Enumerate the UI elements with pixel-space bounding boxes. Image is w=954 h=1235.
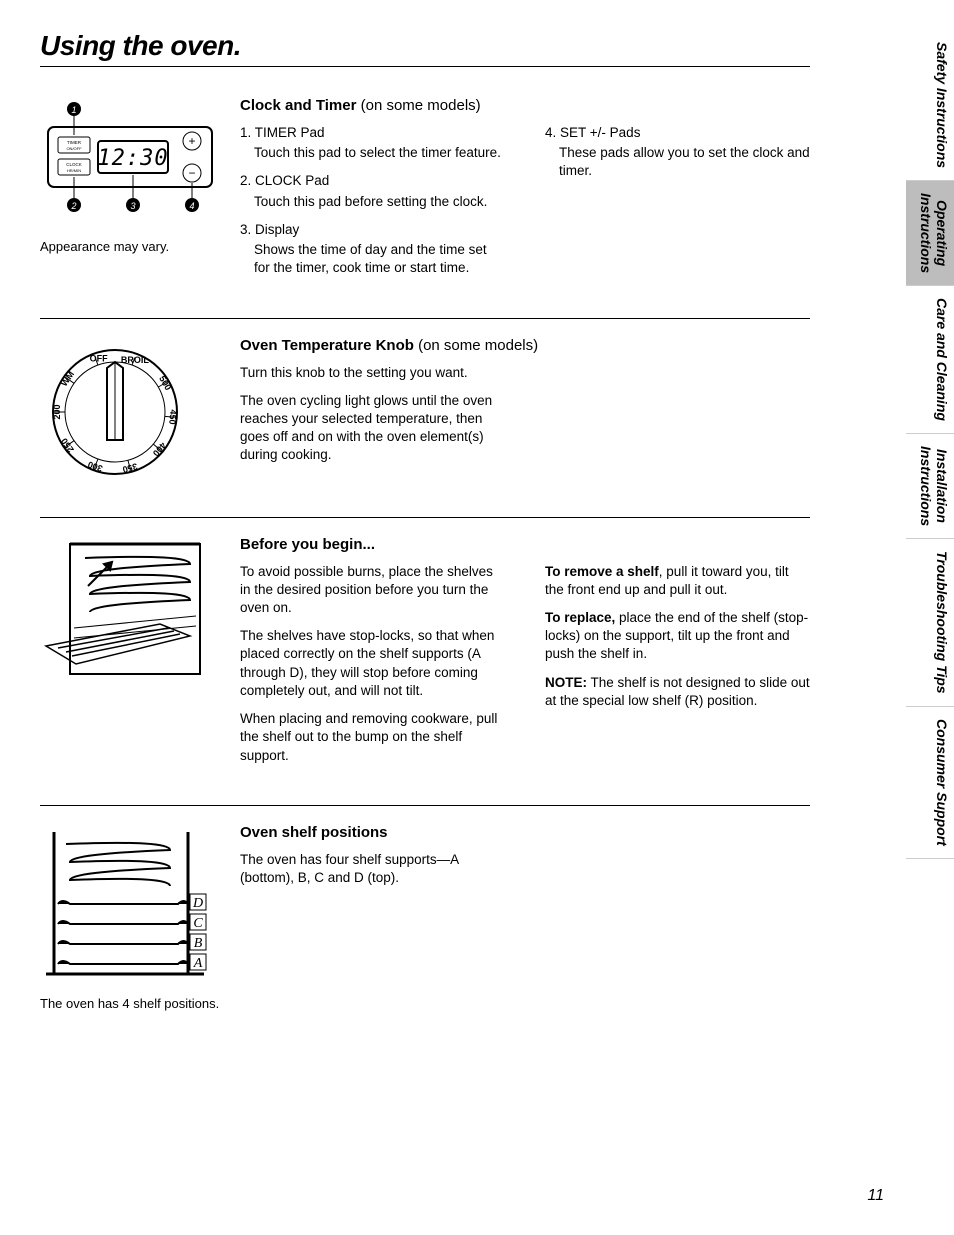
- svg-text:3: 3: [130, 201, 135, 211]
- section-shelf-positions: D C B A The oven has 4 shelf positions. …: [40, 824, 810, 1041]
- before-heading: Before you begin...: [240, 536, 810, 553]
- knob-p1: Turn this knob to the setting you want.: [240, 364, 505, 382]
- svg-text:D: D: [192, 896, 203, 911]
- section-clock-timer: TIMER ON/OFF CLOCK HR/MIN 12:30 + − 1 2 …: [40, 97, 810, 319]
- clock-panel-illustration: TIMER ON/OFF CLOCK HR/MIN 12:30 + − 1 2 …: [40, 97, 220, 227]
- before-right-col: To remove a shelf, pull it toward you, t…: [545, 563, 810, 775]
- shelf-insert-illustration: [40, 536, 210, 686]
- clock-items-left: 1. TIMER PadTouch this pad to select the…: [240, 124, 505, 278]
- clock-items-right: 4. SET +/- PadsThese pads allow you to s…: [545, 124, 810, 181]
- svg-text:ON/OFF: ON/OFF: [66, 146, 82, 151]
- side-tabs: Safety Instructions Operating Instructio…: [906, 30, 954, 859]
- svg-text:HR/MIN: HR/MIN: [67, 168, 81, 173]
- positions-heading: Oven shelf positions: [240, 824, 810, 841]
- shelf-positions-illustration: D C B A: [40, 824, 210, 984]
- svg-text:2: 2: [70, 201, 76, 211]
- svg-text:4: 4: [189, 201, 194, 211]
- svg-text:1: 1: [71, 105, 76, 115]
- temperature-knob-illustration: OFF BROIL 500 450 400 350 300 250 200 WM: [40, 337, 190, 487]
- svg-text:12:30: 12:30: [97, 146, 168, 171]
- svg-text:B: B: [194, 936, 203, 951]
- positions-p1: The oven has four shelf supports—A (bott…: [240, 851, 505, 887]
- tab-care[interactable]: Care and Cleaning: [906, 286, 954, 434]
- tab-consumer[interactable]: Consumer Support: [906, 707, 954, 859]
- svg-text:TIMER: TIMER: [67, 140, 82, 145]
- tab-troubleshooting[interactable]: Troubleshooting Tips: [906, 539, 954, 707]
- svg-text:CLOCK: CLOCK: [66, 162, 82, 167]
- section-before-begin: Before you begin... To avoid possible bu…: [40, 536, 810, 806]
- svg-text:+: +: [188, 134, 195, 148]
- svg-text:BROIL: BROIL: [121, 354, 150, 364]
- page-number: 11: [867, 1187, 884, 1205]
- svg-text:−: −: [188, 166, 195, 180]
- tab-safety[interactable]: Safety Instructions: [906, 30, 954, 181]
- knob-p2: The oven cycling light glows until the o…: [240, 392, 505, 465]
- section-temp-knob: OFF BROIL 500 450 400 350 300 250 200 WM: [40, 337, 810, 518]
- svg-text:A: A: [193, 956, 203, 971]
- tab-installation[interactable]: Installation Instructions: [906, 434, 954, 539]
- clock-heading: Clock and Timer (on some models): [240, 97, 810, 114]
- svg-text:C: C: [193, 916, 203, 931]
- svg-text:OFF: OFF: [90, 353, 108, 363]
- page-title: Using the oven.: [40, 30, 810, 67]
- positions-caption: The oven has 4 shelf positions.: [40, 996, 220, 1011]
- before-left-col: To avoid possible burns, place the shelv…: [240, 563, 505, 775]
- tab-operating[interactable]: Operating Instructions: [906, 181, 954, 286]
- knob-heading: Oven Temperature Knob (on some models): [240, 337, 810, 354]
- clock-caption: Appearance may vary.: [40, 239, 220, 254]
